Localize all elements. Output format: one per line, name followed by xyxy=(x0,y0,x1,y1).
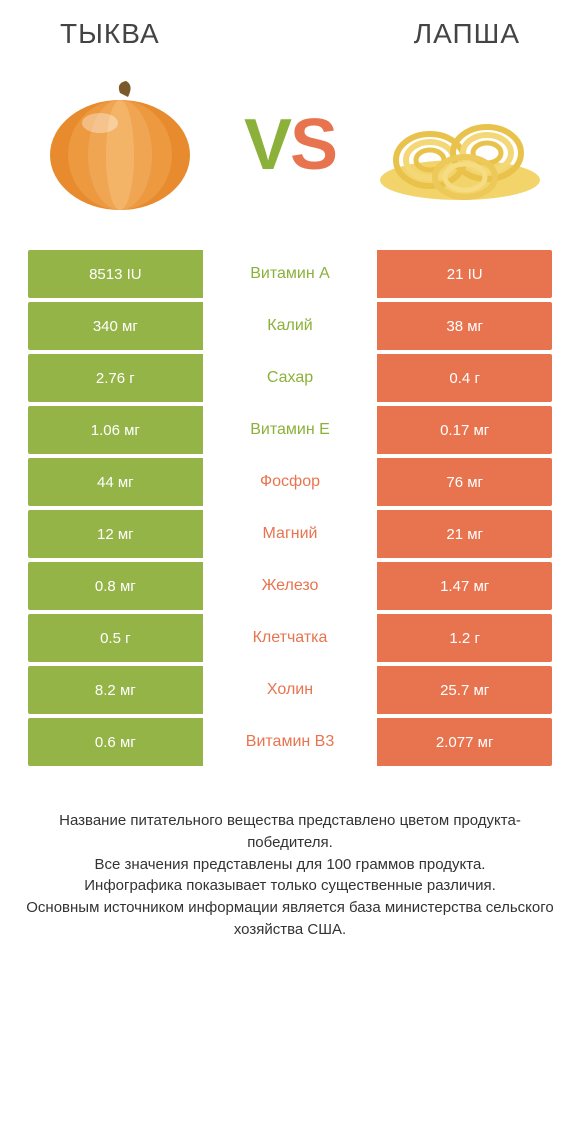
table-row: 44 мгФосфор76 мг xyxy=(28,458,552,506)
table-row: 8.2 мгХолин25.7 мг xyxy=(28,666,552,714)
cell-right: 0.17 мг xyxy=(377,406,552,454)
title-left: ТЫКВА xyxy=(60,18,160,50)
cell-right: 1.47 мг xyxy=(377,562,552,610)
table-row: 1.06 мгВитамин E0.17 мг xyxy=(28,406,552,454)
table-row: 2.76 гСахар0.4 г xyxy=(28,354,552,402)
vs-s: S xyxy=(290,105,336,185)
cell-right: 76 мг xyxy=(377,458,552,506)
cell-left: 44 мг xyxy=(28,458,203,506)
cell-left: 1.06 мг xyxy=(28,406,203,454)
table-row: 12 мгМагний21 мг xyxy=(28,510,552,558)
cell-right: 25.7 мг xyxy=(377,666,552,714)
cell-left: 0.5 г xyxy=(28,614,203,662)
cell-label: Железо xyxy=(203,562,378,610)
cell-left: 8.2 мг xyxy=(28,666,203,714)
cell-label: Витамин E xyxy=(203,406,378,454)
cell-right: 21 мг xyxy=(377,510,552,558)
cell-right: 21 IU xyxy=(377,250,552,298)
cell-left: 340 мг xyxy=(28,302,203,350)
noodles-icon xyxy=(370,70,550,220)
vs-v: V xyxy=(244,105,290,185)
cell-left: 0.8 мг xyxy=(28,562,203,610)
cell-label: Магний xyxy=(203,510,378,558)
cell-label: Сахар xyxy=(203,354,378,402)
cell-label: Фосфор xyxy=(203,458,378,506)
cell-right: 0.4 г xyxy=(377,354,552,402)
table-row: 8513 IUВитамин A21 IU xyxy=(28,250,552,298)
cell-left: 12 мг xyxy=(28,510,203,558)
cell-right: 2.077 мг xyxy=(377,718,552,766)
cell-label: Витамин A xyxy=(203,250,378,298)
cell-label: Клетчатка xyxy=(203,614,378,662)
cell-right: 38 мг xyxy=(377,302,552,350)
cell-left: 2.76 г xyxy=(28,354,203,402)
images-row: VS xyxy=(0,60,580,250)
table-row: 0.8 мгЖелезо1.47 мг xyxy=(28,562,552,610)
pumpkin-icon xyxy=(30,70,210,220)
cell-label: Холин xyxy=(203,666,378,714)
comparison-table: 8513 IUВитамин A21 IU340 мгКалий38 мг2.7… xyxy=(0,250,580,766)
cell-label: Витамин B3 xyxy=(203,718,378,766)
table-row: 340 мгКалий38 мг xyxy=(28,302,552,350)
vs-label: VS xyxy=(244,104,336,186)
title-right: ЛАПША xyxy=(414,18,520,50)
footer-line: Все значения представлены для 100 граммо… xyxy=(20,854,560,876)
cell-left: 0.6 мг xyxy=(28,718,203,766)
table-row: 0.5 гКлетчатка1.2 г xyxy=(28,614,552,662)
cell-left: 8513 IU xyxy=(28,250,203,298)
footer-line: Инфографика показывает только существенн… xyxy=(20,875,560,897)
cell-label: Калий xyxy=(203,302,378,350)
header: ТЫКВА ЛАПША xyxy=(0,0,580,60)
table-row: 0.6 мгВитамин B32.077 мг xyxy=(28,718,552,766)
footer-line: Название питательного вещества представл… xyxy=(20,810,560,854)
footer-line: Основным источником информации является … xyxy=(20,897,560,941)
cell-right: 1.2 г xyxy=(377,614,552,662)
footer-text: Название питательного вещества представл… xyxy=(0,770,580,941)
